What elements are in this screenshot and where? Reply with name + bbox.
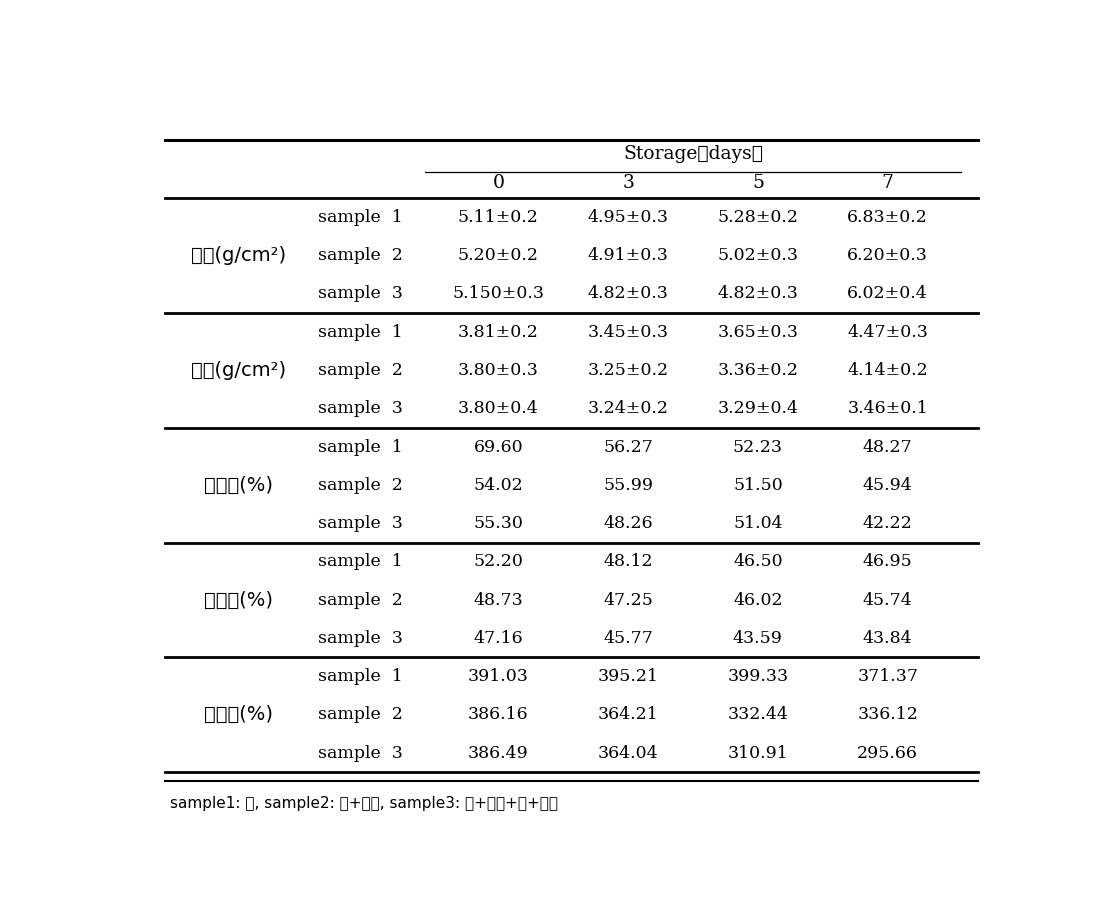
Text: 395.21: 395.21 [598, 668, 658, 685]
Text: sample  2: sample 2 [318, 591, 403, 609]
Text: 7: 7 [882, 174, 894, 192]
Text: 386.16: 386.16 [468, 707, 529, 724]
Text: 42.22: 42.22 [863, 515, 913, 532]
Text: 332.44: 332.44 [728, 707, 788, 724]
Text: 47.16: 47.16 [473, 629, 523, 647]
Text: 4.47±0.3: 4.47±0.3 [847, 324, 929, 341]
Text: 45.74: 45.74 [863, 591, 913, 609]
Text: 43.84: 43.84 [863, 629, 913, 647]
Text: 52.23: 52.23 [733, 438, 783, 455]
Text: 52.20: 52.20 [473, 553, 523, 571]
Text: 45.94: 45.94 [863, 477, 913, 493]
Text: 371.37: 371.37 [857, 668, 918, 685]
Text: 3.80±0.3: 3.80±0.3 [458, 362, 539, 379]
Text: 씨음성(%): 씨음성(%) [204, 706, 273, 725]
Text: 6.02±0.4: 6.02±0.4 [847, 286, 929, 302]
Text: Storage（days）: Storage（days） [623, 145, 763, 163]
Text: sample  3: sample 3 [318, 745, 403, 762]
Text: 55.99: 55.99 [603, 477, 653, 493]
Text: 48.26: 48.26 [604, 515, 653, 532]
Text: 364.04: 364.04 [598, 745, 658, 762]
Text: 연도(g/cm²): 연도(g/cm²) [192, 361, 287, 380]
Text: 3.36±0.2: 3.36±0.2 [718, 362, 798, 379]
Text: 48.27: 48.27 [863, 438, 913, 455]
Text: 45.77: 45.77 [604, 629, 653, 647]
Text: sample  2: sample 2 [318, 477, 403, 493]
Text: sample  3: sample 3 [318, 286, 403, 302]
Text: sample  3: sample 3 [318, 400, 403, 417]
Text: sample1: 감, sample2: 감+키위, sample3: 감+키위+배+산약: sample1: 감, sample2: 감+키위, sample3: 감+키위… [170, 796, 558, 811]
Text: 3: 3 [623, 174, 634, 192]
Text: 69.60: 69.60 [473, 438, 523, 455]
Text: sample  2: sample 2 [318, 247, 403, 264]
Text: 310.91: 310.91 [728, 745, 788, 762]
Text: 46.02: 46.02 [733, 591, 782, 609]
Text: sample  1: sample 1 [318, 324, 403, 341]
Text: 295.66: 295.66 [857, 745, 918, 762]
Text: 54.02: 54.02 [473, 477, 523, 493]
Text: 6.20±0.3: 6.20±0.3 [847, 247, 929, 264]
Text: 4.91±0.3: 4.91±0.3 [588, 247, 668, 264]
Text: 3.29±0.4: 3.29±0.4 [718, 400, 798, 417]
Text: 응집성(%): 응집성(%) [204, 590, 273, 610]
Text: 5.28±0.2: 5.28±0.2 [718, 209, 798, 226]
Text: 4.95±0.3: 4.95±0.3 [588, 209, 668, 226]
Text: sample  2: sample 2 [318, 362, 403, 379]
Text: 4.82±0.3: 4.82±0.3 [718, 286, 798, 302]
Text: 336.12: 336.12 [857, 707, 918, 724]
Text: 3.80±0.4: 3.80±0.4 [458, 400, 539, 417]
Text: 364.21: 364.21 [598, 707, 658, 724]
Text: 3.65±0.3: 3.65±0.3 [718, 324, 798, 341]
Text: 5.20±0.2: 5.20±0.2 [458, 247, 539, 264]
Text: 3.45±0.3: 3.45±0.3 [588, 324, 668, 341]
Text: 5.02±0.3: 5.02±0.3 [718, 247, 798, 264]
Text: 탄력성(%): 탄력성(%) [204, 476, 273, 495]
Text: sample  1: sample 1 [318, 209, 403, 226]
Text: 51.04: 51.04 [733, 515, 782, 532]
Text: 46.50: 46.50 [733, 553, 782, 571]
Text: 56.27: 56.27 [604, 438, 653, 455]
Text: 399.33: 399.33 [728, 668, 789, 685]
Text: 3.46±0.1: 3.46±0.1 [847, 400, 929, 417]
Text: sample  1: sample 1 [318, 668, 403, 685]
Text: 51.50: 51.50 [733, 477, 782, 493]
Text: 3.81±0.2: 3.81±0.2 [458, 324, 539, 341]
Text: 386.49: 386.49 [468, 745, 529, 762]
Text: 48.12: 48.12 [604, 553, 653, 571]
Text: 46.95: 46.95 [863, 553, 913, 571]
Text: 4.14±0.2: 4.14±0.2 [847, 362, 929, 379]
Text: 5.11±0.2: 5.11±0.2 [458, 209, 539, 226]
Text: 43.59: 43.59 [733, 629, 782, 647]
Text: 0: 0 [492, 174, 504, 192]
Text: 55.30: 55.30 [473, 515, 523, 532]
Text: 48.73: 48.73 [473, 591, 523, 609]
Text: 강도(g/cm²): 강도(g/cm²) [192, 246, 287, 265]
Text: sample  3: sample 3 [318, 629, 403, 647]
Text: 391.03: 391.03 [468, 668, 529, 685]
Text: 47.25: 47.25 [604, 591, 653, 609]
Text: sample  3: sample 3 [318, 515, 403, 532]
Text: 3.25±0.2: 3.25±0.2 [588, 362, 668, 379]
Text: 5.150±0.3: 5.150±0.3 [452, 286, 545, 302]
Text: sample  1: sample 1 [318, 438, 403, 455]
Text: 4.82±0.3: 4.82±0.3 [588, 286, 668, 302]
Text: sample  1: sample 1 [318, 553, 403, 571]
Text: sample  2: sample 2 [318, 707, 403, 724]
Text: 3.24±0.2: 3.24±0.2 [588, 400, 668, 417]
Text: 5: 5 [752, 174, 764, 192]
Text: 6.83±0.2: 6.83±0.2 [847, 209, 929, 226]
